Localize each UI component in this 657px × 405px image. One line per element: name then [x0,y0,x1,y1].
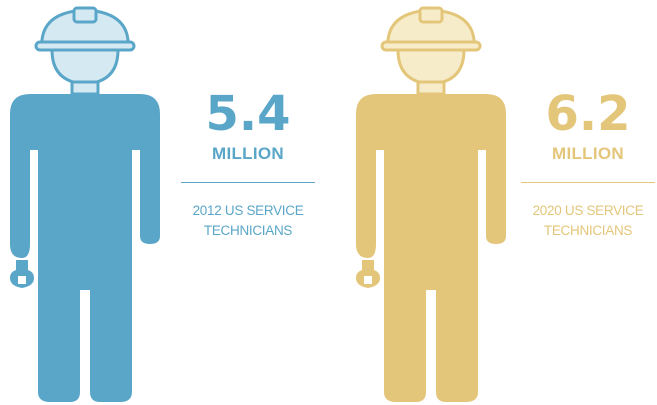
stat-2012-divider [181,182,315,183]
stat-2012-caption-line1: 2012 US SERVICE [192,203,304,218]
stat-2012: 5.4 MILLION 2012 US SERVICE TECHNICIANS [181,86,315,241]
body [10,94,160,402]
technician-2012-figure [0,0,175,405]
stat-2020-value: 6.2 [545,86,631,142]
hat-ridge [72,6,98,24]
stat-2020-caption-line1: 2020 US SERVICE [532,203,644,218]
neck [70,80,100,96]
stat-2012-value: 5.4 [205,86,291,142]
wrench [10,260,34,288]
neck [416,80,446,96]
head [50,48,120,86]
head [396,48,466,86]
hat-ridge [418,6,444,24]
technician-2020-figure [346,0,521,405]
technician-icon [10,6,160,402]
stat-2012-unit: MILLION [212,144,284,163]
stat-2020-unit: MILLION [552,144,624,163]
body [356,94,506,402]
stat-2020-caption-line2: TECHNICIANS [543,223,633,238]
wrench [356,260,380,288]
stat-2012-caption-line2: TECHNICIANS [203,223,293,238]
stat-2020-divider [521,182,655,183]
stat-2020: 6.2 MILLION 2020 US SERVICE TECHNICIANS [521,86,655,241]
technician-icon [356,6,506,402]
